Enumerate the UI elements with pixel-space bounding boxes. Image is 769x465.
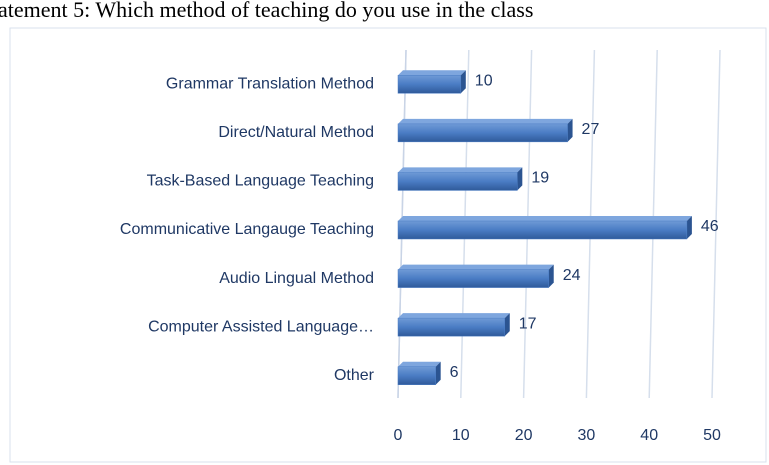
x-tick-label: 50 — [703, 427, 721, 444]
bar-side — [504, 313, 510, 337]
value-label: 10 — [475, 73, 493, 90]
bar-top — [398, 361, 441, 367]
y-tick-label: Task-Based Language Teaching — [147, 173, 374, 190]
value-label: 27 — [582, 121, 600, 138]
y-tick-label: Communicative Langauge Teaching — [120, 221, 374, 238]
bar — [397, 269, 549, 288]
bar — [397, 123, 568, 143]
bar-top — [398, 264, 554, 270]
x-tick-label: 0 — [394, 427, 403, 444]
bar-top — [398, 70, 466, 76]
value-label: 24 — [563, 267, 581, 284]
x-tick-label: 10 — [452, 427, 470, 444]
chart-frame — [9, 27, 767, 463]
bar-side — [517, 167, 523, 191]
grid-line — [711, 49, 721, 399]
value-label: 19 — [531, 170, 549, 187]
y-tick-label: Direct/Natural Method — [218, 124, 374, 141]
chart-title: atement 5: Which method of teaching do y… — [0, 0, 533, 22]
y-tick-label: Audio Lingual Method — [219, 270, 374, 287]
y-tick-label: Other — [334, 367, 375, 384]
bar-top — [398, 118, 573, 124]
value-label: 6 — [450, 364, 459, 381]
value-label: 17 — [519, 315, 537, 332]
x-tick-label: 20 — [515, 427, 533, 444]
bar-side — [548, 264, 554, 288]
bar-top — [398, 313, 510, 319]
bar-side — [567, 118, 573, 142]
y-tick-label: Computer Assisted Language… — [148, 318, 374, 335]
bar-top — [398, 167, 523, 173]
bar — [397, 317, 506, 337]
bar — [397, 172, 518, 191]
value-label: 46 — [701, 218, 719, 235]
bar — [397, 75, 462, 94]
bar — [397, 366, 436, 385]
bar — [397, 220, 688, 240]
bar-top — [398, 216, 692, 221]
x-tick-label: 30 — [578, 427, 596, 444]
bar-side — [435, 361, 441, 385]
bar-side — [686, 216, 692, 239]
y-tick-label: Grammar Translation Method — [166, 76, 374, 93]
x-tick-label: 40 — [640, 427, 658, 444]
bar-side — [460, 70, 466, 94]
